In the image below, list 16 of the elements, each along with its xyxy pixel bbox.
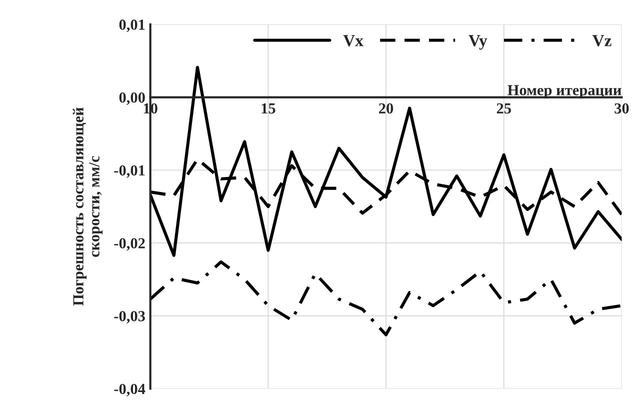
x-axis-title: Номер итерации bbox=[508, 85, 622, 98]
line-series bbox=[150, 260, 622, 336]
y-tick-label: -0,03 bbox=[114, 310, 145, 324]
x-tick-label: 30 bbox=[614, 103, 629, 114]
legend-label: Vy bbox=[468, 35, 488, 50]
y-tick-label: -0,02 bbox=[114, 238, 145, 251]
x-tick-label: 20 bbox=[379, 103, 394, 114]
y-tick-label: -0,04 bbox=[114, 384, 146, 396]
y-tick-label: 0,00 bbox=[119, 92, 145, 105]
y-axis-title: Погрешность составляющей скорости, мм/с bbox=[72, 108, 103, 306]
x-tick-label: 15 bbox=[262, 103, 276, 114]
legend-label: Vz bbox=[592, 35, 612, 46]
y-tick-label: 0,01 bbox=[119, 20, 145, 32]
x-tick-label: 25 bbox=[496, 103, 511, 114]
y-tick-label: -0,01 bbox=[114, 165, 145, 178]
legend-label: Vx bbox=[343, 35, 364, 46]
